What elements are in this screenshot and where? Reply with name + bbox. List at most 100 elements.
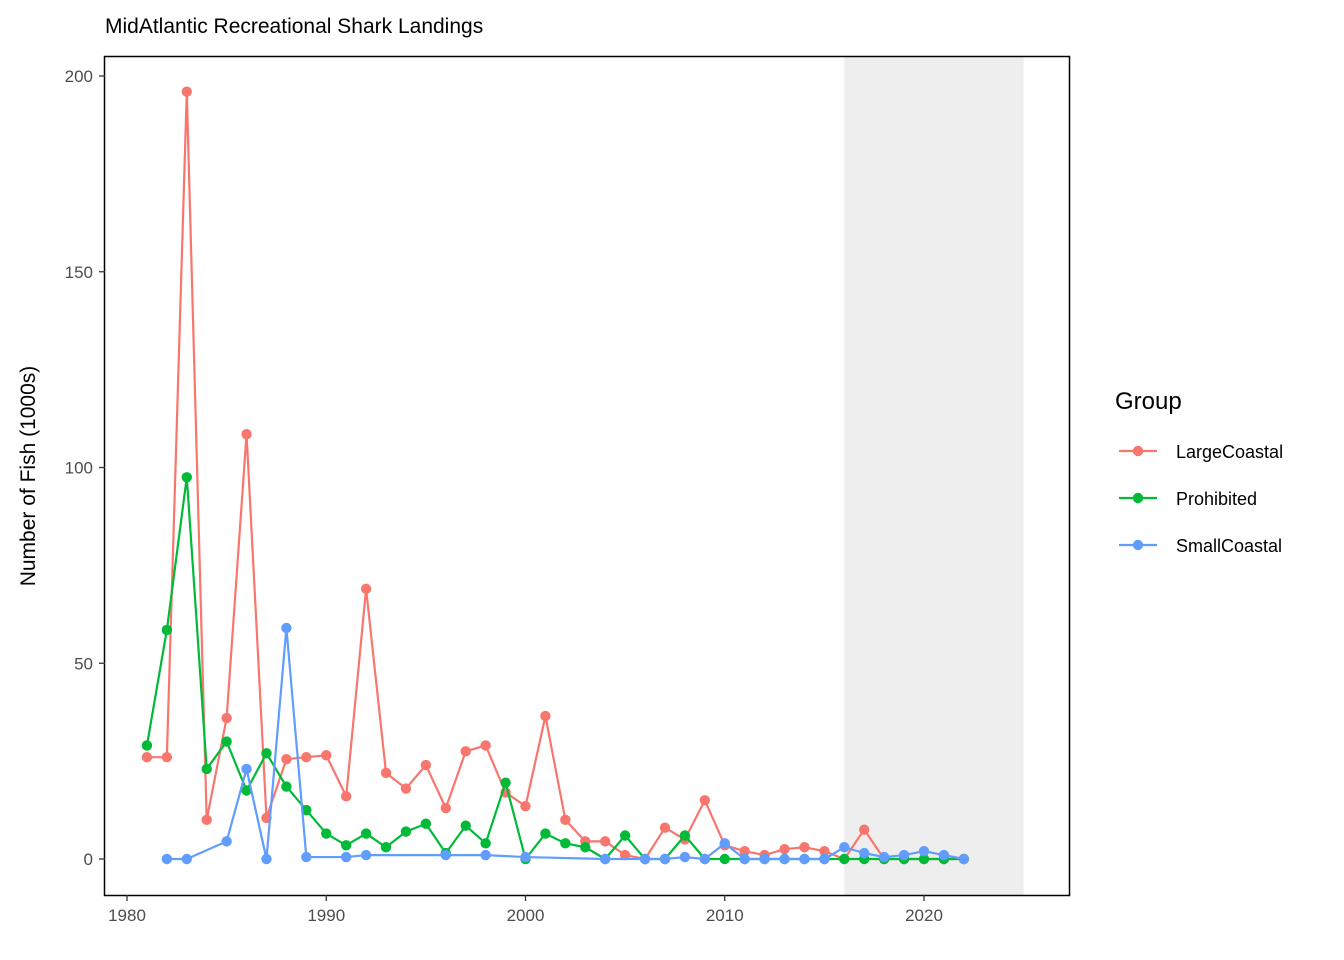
y-tick-label: 150 [65, 263, 93, 282]
legend-label: LargeCoastal [1176, 442, 1283, 462]
data-point-prohibited [619, 830, 631, 841]
y-tick-label: 0 [84, 850, 93, 869]
x-tick-label: 2000 [507, 906, 545, 925]
data-point-largecoastal [281, 753, 292, 765]
data-point-largecoastal [520, 800, 531, 812]
data-point-prohibited [221, 736, 232, 747]
data-point-largecoastal [201, 814, 212, 826]
legend-key-point [1132, 492, 1144, 504]
data-point-prohibited [141, 740, 153, 751]
y-tick-label: 100 [65, 459, 93, 478]
data-point-prohibited [241, 785, 252, 796]
chart-title: MidAtlantic Recreational Shark Landings [105, 15, 483, 38]
data-point-largecoastal [819, 845, 830, 857]
data-point-largecoastal [181, 86, 192, 97]
data-point-largecoastal [161, 752, 173, 763]
data-point-prohibited [679, 830, 691, 841]
data-point-largecoastal [699, 795, 711, 806]
y-axis-title: Number of Fish (1000s) [17, 366, 40, 587]
data-point-largecoastal [560, 814, 571, 826]
data-point-smallcoastal [600, 853, 611, 865]
data-point-smallcoastal [819, 853, 830, 865]
data-point-prohibited [181, 472, 192, 483]
data-point-prohibited [580, 842, 591, 853]
legend-label: Prohibited [1176, 489, 1257, 509]
data-point-largecoastal [600, 836, 611, 847]
series-smallcoastal [161, 622, 970, 865]
data-point-smallcoastal [839, 842, 850, 853]
data-point-largecoastal [460, 746, 471, 757]
data-point-smallcoastal [799, 853, 810, 865]
data-point-prohibited [460, 820, 471, 831]
data-point-smallcoastal [639, 853, 651, 865]
data-point-largecoastal [141, 752, 153, 763]
data-point-largecoastal [659, 822, 671, 833]
legend-label: SmallCoastal [1176, 536, 1282, 556]
data-point-prohibited [500, 777, 511, 788]
data-point-prohibited [261, 748, 272, 759]
data-point-prohibited [918, 853, 930, 865]
data-point-largecoastal [440, 802, 451, 814]
data-point-smallcoastal [659, 853, 671, 865]
plot-panel-border [103, 55, 1071, 897]
data-point-smallcoastal [898, 849, 910, 861]
shaded-region [844, 57, 1024, 895]
y-axis: 0 50 100 150 200 [65, 67, 105, 869]
data-point-smallcoastal [759, 853, 770, 865]
x-tick-label: 2010 [706, 906, 744, 925]
data-point-smallcoastal [878, 851, 890, 863]
data-point-prohibited [540, 828, 551, 839]
data-point-largecoastal [221, 712, 232, 724]
data-point-largecoastal [540, 710, 551, 722]
data-point-prohibited [420, 818, 432, 829]
data-point-smallcoastal [181, 853, 192, 865]
data-point-smallcoastal [918, 845, 930, 857]
data-point-smallcoastal [281, 622, 292, 634]
data-point-smallcoastal [480, 849, 491, 861]
data-point-smallcoastal [360, 849, 372, 861]
data-point-prohibited [839, 853, 850, 865]
data-point-largecoastal [241, 429, 252, 440]
data-point-smallcoastal [161, 853, 173, 865]
legend-item-largecoastal: LargeCoastal [1119, 442, 1283, 462]
data-point-largecoastal [420, 759, 432, 771]
data-point-largecoastal [779, 844, 790, 855]
x-axis: 1980 1990 2000 2010 2020 [108, 895, 943, 925]
data-point-smallcoastal [719, 838, 730, 849]
data-point-largecoastal [400, 783, 412, 794]
x-tick-label: 1990 [307, 906, 345, 925]
y-tick-label: 50 [74, 654, 93, 673]
data-point-largecoastal [340, 791, 352, 802]
x-tick-label: 1980 [108, 906, 146, 925]
data-point-smallcoastal [440, 849, 451, 861]
legend-item-prohibited: Prohibited [1119, 489, 1257, 509]
data-point-smallcoastal [679, 851, 691, 863]
legend-title: Group [1115, 388, 1182, 415]
data-point-largecoastal [799, 842, 810, 853]
data-point-largecoastal [380, 767, 392, 779]
shaded-region-rect [844, 57, 1024, 895]
data-point-prohibited [201, 763, 212, 775]
data-point-prohibited [340, 840, 352, 851]
data-point-prohibited [380, 842, 392, 853]
data-point-smallcoastal [739, 853, 750, 865]
data-point-prohibited [281, 781, 292, 792]
legend-key-point [1132, 445, 1144, 457]
data-point-largecoastal [360, 583, 372, 595]
data-point-smallcoastal [938, 849, 950, 861]
data-point-prohibited [321, 828, 332, 839]
data-point-largecoastal [739, 845, 750, 857]
data-point-prohibited [480, 838, 491, 849]
data-point-prohibited [719, 853, 730, 865]
data-point-largecoastal [859, 824, 870, 835]
series-layer [141, 86, 970, 865]
data-point-prohibited [400, 826, 412, 837]
data-point-prohibited [161, 624, 173, 636]
data-point-smallcoastal [241, 763, 252, 775]
legend: Group LargeCoastal Prohibited SmallCoastal [1115, 388, 1283, 556]
legend-key-point [1132, 539, 1144, 551]
data-point-smallcoastal [301, 851, 312, 863]
data-point-prohibited [360, 828, 372, 839]
